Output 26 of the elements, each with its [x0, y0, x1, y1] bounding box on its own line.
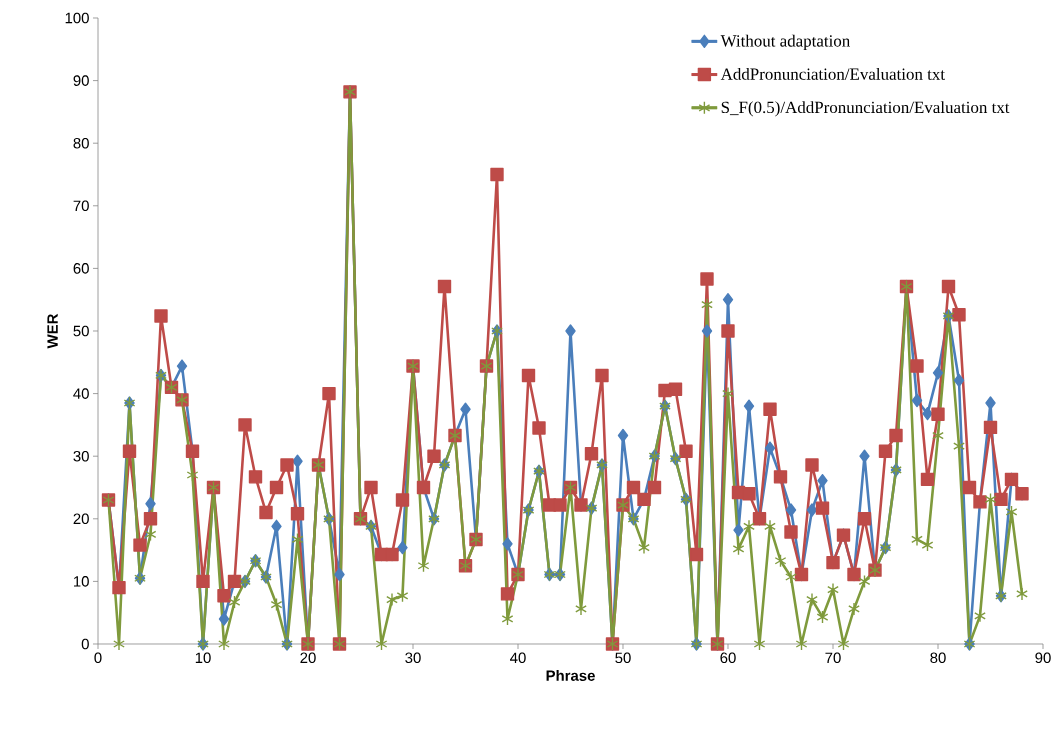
x-tick-label: 60	[720, 652, 736, 664]
y-tick-label: 50	[73, 325, 89, 337]
legend-label: AddPronunciation/Evaluation txt	[720, 67, 945, 80]
x-tick-label: 70	[825, 652, 841, 664]
x-tick-label: 10	[195, 652, 211, 664]
x-tick-label: 50	[615, 652, 631, 664]
y-tick-label: 30	[73, 450, 89, 462]
y-tick-label: 70	[73, 200, 89, 212]
x-axis-title: Phrase	[546, 669, 595, 681]
x-tick-label: 90	[1035, 652, 1051, 664]
x-tick-label: 80	[930, 652, 946, 664]
x-tick-label: 30	[405, 652, 421, 664]
y-tick-label: 10	[74, 576, 89, 587]
legend-label: Without adaptation	[720, 34, 850, 51]
y-tick-label: 0	[81, 638, 89, 650]
y-tick-label: 40	[73, 388, 89, 399]
y-tick-label: 20	[73, 513, 89, 525]
y-tick-label: 100	[65, 12, 89, 24]
y-axis-title: WER	[47, 313, 58, 349]
y-tick-label: 90	[73, 75, 89, 86]
y-tick-label: 80	[73, 137, 89, 149]
legend-label: S_F(0.5)/AddPronunciation/Evaluation txt	[721, 101, 1010, 117]
x-tick-label: 0	[94, 652, 102, 664]
x-tick-label: 20	[300, 652, 316, 664]
x-tick-label: 40	[510, 652, 526, 664]
y-tick-label: 60	[73, 263, 89, 274]
